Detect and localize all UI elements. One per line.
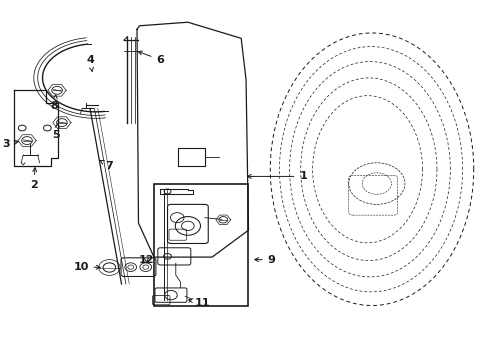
Text: 7: 7 [100,160,113,171]
Text: 10: 10 [73,262,100,272]
Text: 12: 12 [139,255,154,265]
Bar [154,184,248,306]
Text: 8: 8 [51,95,59,111]
Text: 4: 4 [86,55,94,71]
Text: 9: 9 [254,255,275,265]
Text: 11: 11 [188,298,210,308]
Text: 3: 3 [2,139,19,149]
Text: 1: 1 [247,171,306,181]
Text: 5: 5 [52,123,60,140]
Text: 2: 2 [30,168,38,190]
Text: 6: 6 [138,51,164,65]
